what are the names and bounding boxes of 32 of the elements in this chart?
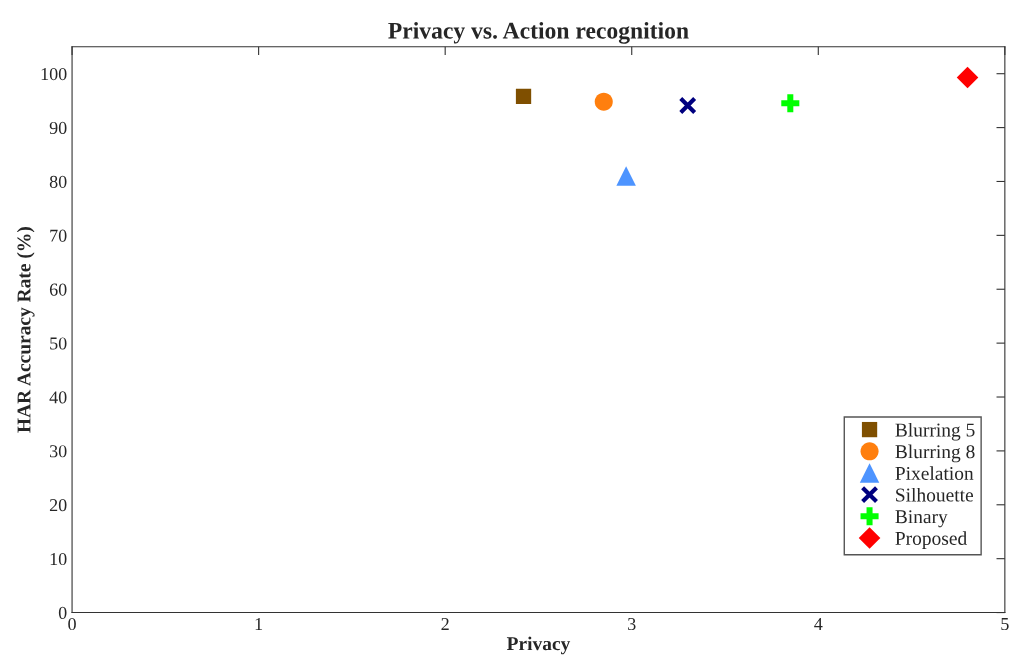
point	[616, 166, 636, 186]
y-tick-label: 60	[49, 283, 67, 296]
chart-title: Privacy vs. Action recognition	[388, 22, 689, 44]
y-tick-label: 40	[49, 391, 67, 404]
y-tick-label: 20	[49, 499, 67, 512]
x-tick-label: 2	[441, 617, 449, 630]
y-tick-label: 30	[50, 445, 67, 458]
x-tick-label: 3	[628, 617, 636, 631]
point	[515, 88, 532, 104]
legend-label: Silhouette	[896, 487, 974, 502]
x-axis-title: Privacy	[506, 636, 571, 655]
point	[678, 96, 697, 115]
x-tick-label: 4	[814, 618, 823, 630]
y-tick-label: 80	[49, 175, 67, 188]
x-tick-label: 1	[255, 618, 263, 630]
x-tick-label: 5	[1001, 618, 1009, 631]
y-tick-label: 100	[41, 67, 67, 81]
legend-label: Blurring 8	[895, 444, 975, 463]
point	[956, 66, 979, 89]
point	[781, 94, 800, 113]
legend-label: Pixelation	[895, 466, 974, 480]
y-tick-label: 90	[49, 121, 67, 135]
y-tick-label: 0	[58, 606, 67, 619]
y-tick-label: 70	[50, 229, 67, 242]
point	[594, 92, 613, 111]
legend-label: Blurring 5	[895, 422, 975, 441]
legend-label: Binary	[895, 510, 948, 528]
x-tick-label: 0	[68, 617, 76, 631]
y-tick-label: 10	[50, 552, 67, 566]
y-axis-title: HAR Accuracy Rate (%)	[16, 227, 35, 433]
legend-label: Proposed	[895, 531, 967, 549]
y-tick-label: 50	[50, 337, 67, 350]
